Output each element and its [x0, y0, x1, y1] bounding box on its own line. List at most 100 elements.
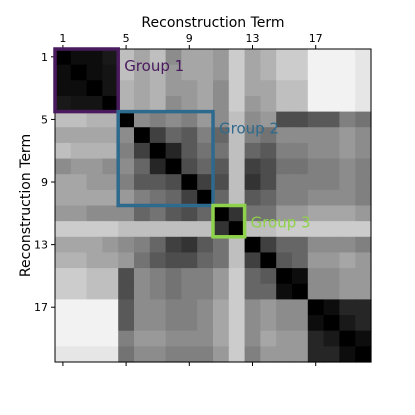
heatmap-cell — [323, 283, 340, 300]
heatmap-cell — [292, 80, 309, 97]
heatmap-cell — [165, 252, 182, 269]
heatmap-cell — [86, 205, 103, 222]
heatmap-cell — [339, 330, 356, 347]
heatmap-cell — [276, 64, 293, 81]
heatmap-cell — [276, 283, 293, 300]
heatmap-cell — [307, 142, 325, 160]
heatmap-cell — [228, 252, 246, 269]
heatmap-cell — [165, 189, 182, 207]
heatmap-cell — [292, 299, 309, 316]
heatmap-cell — [292, 205, 309, 222]
heatmap-cell — [260, 142, 277, 160]
heatmap-cell — [197, 189, 214, 207]
heatmap-cell — [213, 111, 230, 128]
x-tick-label: 1 — [59, 32, 66, 45]
heatmap-cell — [228, 330, 246, 347]
heatmap-cell — [276, 330, 293, 347]
heatmap-cell — [228, 189, 246, 207]
heatmap-cell — [55, 158, 72, 175]
heatmap-cell — [149, 315, 167, 332]
heatmap-cell — [355, 330, 372, 347]
heatmap-cell — [228, 283, 246, 300]
heatmap-cell — [165, 236, 182, 254]
heatmap-cell — [276, 315, 293, 332]
heatmap-cell — [134, 252, 151, 269]
heatmap-cell — [118, 80, 135, 97]
heatmap-cell — [118, 174, 135, 191]
heatmap-cell — [86, 346, 103, 363]
heatmap-cell — [213, 315, 230, 332]
heatmap-cell — [149, 205, 167, 222]
heatmap-cell — [134, 142, 151, 160]
heatmap-cell — [260, 283, 277, 300]
heatmap-cell — [307, 64, 325, 81]
heatmap-cell — [134, 221, 151, 238]
heatmap-cell — [323, 315, 340, 332]
heatmap-cell — [149, 268, 167, 285]
heatmap-cell — [355, 252, 372, 269]
heatmap-cell — [244, 236, 261, 254]
heatmap-cell — [355, 111, 372, 128]
heatmap-cell — [323, 95, 340, 113]
heatmap-cell — [165, 221, 182, 238]
x-tick-label: 9 — [186, 32, 193, 45]
heatmap-cell — [228, 49, 246, 66]
heatmap-cell — [197, 236, 214, 254]
heatmap-cell — [307, 299, 325, 316]
heatmap-cell — [355, 142, 372, 160]
heatmap-cell — [86, 158, 103, 175]
heatmap-cell — [292, 221, 309, 238]
heatmap-cell — [86, 283, 103, 300]
heatmap-cell — [260, 95, 277, 113]
heatmap-cell — [165, 205, 182, 222]
group-2-box — [116, 109, 215, 208]
heatmap-cell — [197, 283, 214, 300]
heatmap-cell — [55, 127, 72, 144]
heatmap-cell — [197, 64, 214, 81]
heatmap-cell — [228, 127, 246, 144]
heatmap-cell — [181, 236, 198, 254]
heatmap-cell — [292, 189, 309, 207]
heatmap-cell — [276, 205, 293, 222]
heatmap-cell — [339, 174, 356, 191]
heatmap-cell — [307, 111, 325, 128]
heatmap-cell — [307, 330, 325, 347]
heatmap-cell — [70, 283, 88, 300]
heatmap-cell — [244, 330, 261, 347]
heatmap-cell — [118, 127, 135, 144]
heatmap-cell — [355, 283, 372, 300]
heatmap-cell — [181, 346, 198, 363]
heatmap-cell — [102, 49, 119, 66]
heatmap-cell — [339, 346, 356, 363]
heatmap-cell — [244, 299, 261, 316]
heatmap-cell — [228, 236, 246, 254]
heatmap-cell — [70, 49, 88, 66]
heatmap-cell — [339, 111, 356, 128]
heatmap-cell — [323, 252, 340, 269]
heatmap-cell — [260, 330, 277, 347]
heatmap-cell — [149, 283, 167, 300]
heatmap-cell — [134, 49, 151, 66]
heatmap-cell — [307, 127, 325, 144]
heatmap-cell — [355, 127, 372, 144]
heatmap-cell — [355, 49, 372, 66]
heatmap-cell — [307, 252, 325, 269]
heatmap-cell — [70, 95, 88, 113]
heatmap-cell — [323, 205, 340, 222]
heatmap-cell — [86, 127, 103, 144]
heatmap-cell — [292, 95, 309, 113]
heatmap-cell — [102, 330, 119, 347]
heatmap-cell — [102, 127, 119, 144]
heatmap-cell — [244, 268, 261, 285]
axis-ticks: 1 5 9 13 17 1 5 9 13 17 — [34, 32, 323, 366]
heatmap-cell — [118, 49, 135, 66]
heatmap-cell — [165, 283, 182, 300]
heatmap-cell — [70, 80, 88, 97]
heatmap-cell — [323, 111, 340, 128]
heatmap-cell — [260, 80, 277, 97]
heatmap-cell — [86, 142, 103, 160]
heatmap-cell — [197, 127, 214, 144]
heatmap-cell — [102, 158, 119, 175]
heatmap-cell — [102, 268, 119, 285]
heatmap-cell — [134, 189, 151, 207]
